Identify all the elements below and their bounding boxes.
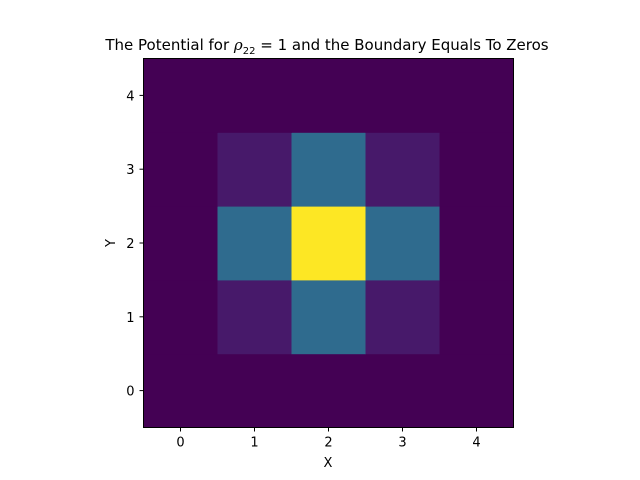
x-tick-label: 0 (176, 436, 184, 451)
y-tick-label: 2 (126, 237, 134, 252)
heatmap-cells (143, 58, 514, 428)
y-axis: 0 1 2 3 4 (126, 89, 144, 400)
x-tick-label: 2 (324, 436, 332, 451)
heatmap-cell (365, 206, 440, 281)
heatmap-cell (291, 132, 366, 207)
heatmap-cell (365, 353, 440, 428)
heatmap-cell (217, 279, 292, 355)
heatmap-cell (143, 279, 218, 355)
x-axis: 0 1 2 3 4 (176, 427, 481, 451)
chart-title-equation: = 1 (255, 36, 287, 54)
heatmap-cell (291, 206, 366, 281)
heatmap-cell (217, 132, 292, 207)
y-tick-label: 3 (126, 163, 134, 178)
chart-title: The Potential for ρ22 = 1 and the Bounda… (104, 36, 548, 57)
heatmap-cell (365, 58, 440, 133)
y-tick-label: 0 (126, 385, 134, 400)
heatmap-cell (291, 353, 366, 428)
heatmap-cell (291, 58, 366, 133)
y-axis-label: Y (104, 239, 119, 248)
heatmap-cell (143, 353, 218, 428)
heatmap-cell (439, 58, 514, 133)
y-tick-label: 1 (126, 311, 134, 326)
x-tick-label: 3 (398, 436, 406, 451)
chart-title-prefix: The Potential for (104, 36, 234, 54)
heatmap-cell (365, 132, 440, 207)
chart-title-symbol: ρ (233, 36, 243, 54)
chart-title-subscript: 22 (243, 46, 256, 57)
heatmap-cell (143, 58, 218, 133)
heatmap-cell (365, 279, 440, 355)
heatmap-cell (217, 58, 292, 133)
heatmap-cell (143, 206, 218, 281)
heatmap-cell (439, 279, 514, 355)
chart-title-suffix: and the Boundary Equals To Zeros (287, 36, 549, 54)
heatmap-cell (439, 132, 514, 207)
heatmap-cell (217, 353, 292, 428)
heatmap-cell (439, 206, 514, 281)
heatmap-cell (439, 353, 514, 428)
heatmap-cell (291, 279, 366, 355)
heatmap-cell (143, 132, 218, 207)
y-tick-label: 4 (126, 89, 134, 104)
x-tick-label: 1 (250, 436, 258, 451)
x-tick-label: 4 (472, 436, 480, 451)
heatmap-cell (217, 206, 292, 281)
x-axis-label: X (324, 456, 333, 471)
